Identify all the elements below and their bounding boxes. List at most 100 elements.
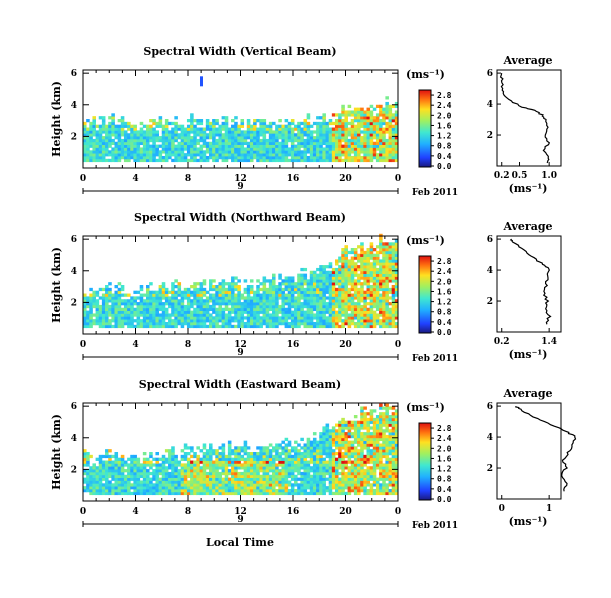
heatmap-cell bbox=[284, 491, 289, 496]
heatmap-cell bbox=[180, 477, 185, 481]
heatmap-cell bbox=[357, 432, 361, 436]
heatmap-cell bbox=[303, 321, 308, 326]
heatmap-cell bbox=[221, 302, 226, 306]
heatmap-cell bbox=[139, 321, 144, 326]
heatmap-cell bbox=[174, 316, 178, 320]
heatmap-cell bbox=[86, 153, 90, 157]
heatmap-cell bbox=[297, 321, 301, 326]
heatmap-cell bbox=[158, 153, 163, 157]
heatmap-cell bbox=[287, 302, 292, 306]
heatmap-cell bbox=[335, 276, 339, 280]
heatmap-cell bbox=[306, 155, 311, 160]
heatmap-cell bbox=[325, 460, 330, 464]
heatmap-cell bbox=[199, 144, 204, 148]
heatmap-cell bbox=[278, 452, 282, 456]
heatmap-cell bbox=[306, 136, 311, 140]
heatmap-cell bbox=[268, 287, 273, 292]
heatmap-cell bbox=[224, 144, 229, 148]
heatmap-cell bbox=[338, 273, 342, 277]
heatmap-cell bbox=[375, 262, 380, 266]
heatmap-cell bbox=[246, 121, 251, 126]
heatmap-cell bbox=[372, 248, 377, 252]
heatmap-cell bbox=[158, 313, 163, 317]
heatmap-cell bbox=[155, 452, 159, 456]
heatmap-cell bbox=[221, 279, 226, 283]
heatmap-cell bbox=[347, 153, 352, 157]
heatmap-cell bbox=[328, 466, 333, 470]
heatmap-cell bbox=[224, 124, 229, 128]
heatmap-cell bbox=[171, 313, 175, 317]
heatmap-cell bbox=[205, 457, 210, 461]
heatmap-cell bbox=[385, 406, 389, 410]
heatmap-cell bbox=[322, 443, 326, 447]
heatmap-cell bbox=[240, 124, 245, 128]
heatmap-cell bbox=[224, 313, 229, 317]
heatmap-cell bbox=[215, 302, 219, 306]
heatmap-cell bbox=[193, 144, 197, 148]
heatmap-cell bbox=[227, 454, 232, 459]
heatmap-cell bbox=[391, 287, 396, 292]
heatmap-cell bbox=[237, 483, 241, 487]
heatmap-cell bbox=[221, 299, 226, 303]
heatmap-cell bbox=[309, 452, 314, 456]
heatmap-cell bbox=[268, 296, 273, 300]
heatmap-cell bbox=[149, 321, 153, 326]
heatmap-cell bbox=[92, 119, 96, 123]
heatmap-cell bbox=[284, 321, 289, 326]
heatmap-cell bbox=[243, 310, 248, 314]
heatmap-cell bbox=[375, 141, 380, 146]
heatmap-cell bbox=[290, 474, 295, 479]
heatmap-cell bbox=[309, 293, 314, 297]
heatmap-cell bbox=[83, 299, 87, 303]
heatmap-cell bbox=[193, 287, 197, 292]
heatmap-cell bbox=[300, 463, 304, 467]
heatmap-cell bbox=[190, 147, 194, 151]
heatmap-cell bbox=[363, 155, 367, 160]
heatmap-cell bbox=[268, 319, 273, 323]
heatmap-cell bbox=[290, 150, 295, 154]
heatmap-cell bbox=[375, 138, 380, 143]
heatmap-cell bbox=[385, 256, 389, 260]
heatmap-cell bbox=[231, 290, 235, 294]
heatmap-cell bbox=[92, 121, 96, 126]
heatmap-cell bbox=[379, 477, 383, 481]
heatmap-cell bbox=[338, 488, 342, 493]
heatmap-cell bbox=[284, 469, 289, 473]
heatmap-cell bbox=[231, 141, 235, 146]
heatmap-cell bbox=[372, 127, 377, 131]
heatmap-cell bbox=[388, 474, 393, 479]
heatmap-cell bbox=[309, 287, 314, 292]
heatmap-cell bbox=[180, 144, 185, 148]
heatmap-cell bbox=[353, 483, 358, 487]
heatmap-cell bbox=[199, 119, 204, 123]
heatmap-cell bbox=[284, 452, 289, 456]
heatmap-cell bbox=[205, 144, 210, 148]
heatmap-cell bbox=[253, 469, 257, 473]
heatmap-cell bbox=[171, 296, 175, 300]
heatmap-cell bbox=[325, 321, 330, 326]
heatmap-cell bbox=[240, 491, 245, 496]
heatmap-cell bbox=[385, 259, 389, 263]
heatmap-cell bbox=[171, 477, 175, 481]
heatmap-cell bbox=[199, 324, 204, 329]
heatmap-cell bbox=[382, 463, 386, 467]
heatmap-cell bbox=[353, 449, 358, 453]
heatmap-cell bbox=[328, 488, 333, 493]
heatmap-cell bbox=[316, 279, 320, 283]
heatmap-cell bbox=[341, 477, 345, 481]
heatmap-cell bbox=[363, 316, 367, 320]
heatmap-cell bbox=[388, 119, 393, 123]
heatmap-cell bbox=[366, 302, 371, 306]
heatmap-cell bbox=[259, 324, 263, 329]
heatmap-cell bbox=[303, 127, 308, 131]
heatmap-cell bbox=[158, 285, 163, 289]
heatmap-cell bbox=[322, 307, 326, 312]
heatmap-cell bbox=[363, 296, 367, 300]
heatmap-cell bbox=[243, 469, 248, 473]
heatmap-cell bbox=[357, 267, 361, 272]
heatmap-cell bbox=[86, 127, 90, 131]
heatmap-cell bbox=[171, 452, 175, 456]
heatmap-cell bbox=[300, 153, 304, 157]
heatmap-cell bbox=[328, 119, 333, 123]
heatmap-cell bbox=[382, 144, 386, 148]
